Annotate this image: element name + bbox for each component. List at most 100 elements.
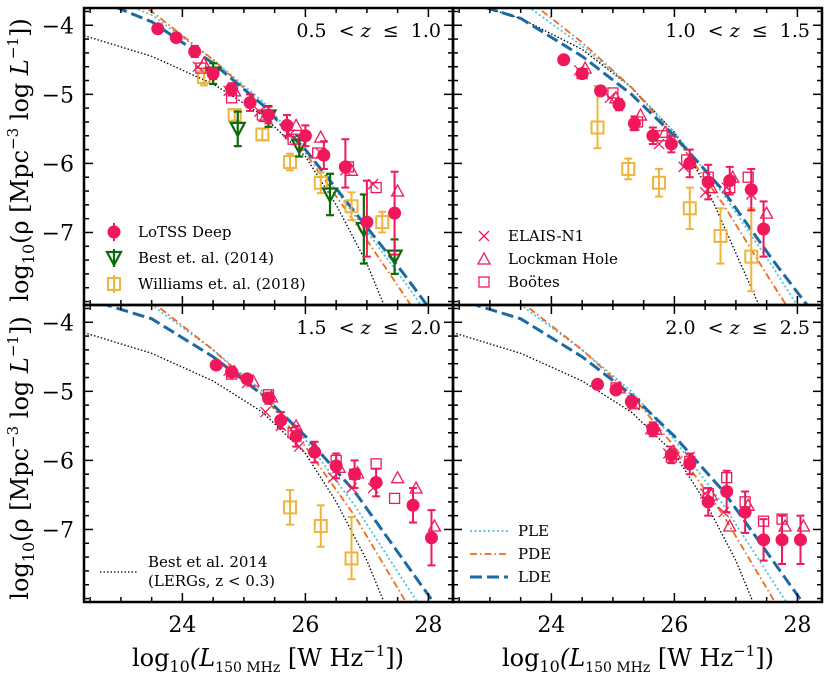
y-axis-label-bottom: log10(ρ [Mpc−3 log L−1]): [4, 316, 38, 599]
lockman-point: [264, 389, 279, 403]
legend-label: Best et al. 2014: [148, 553, 268, 571]
lockman-point: [633, 107, 648, 121]
y-label-mid: log: [6, 75, 34, 128]
lde-curve: [470, 305, 805, 602]
bootes-point: [742, 171, 754, 183]
legend-label: ELAIS-N1: [508, 227, 584, 245]
y-label-end: ]): [6, 316, 34, 335]
lotss-point: [240, 372, 254, 386]
bootes-point: [631, 116, 644, 128]
y-label-exp: −3: [4, 128, 22, 150]
plot-area: [453, 305, 811, 602]
lotss-point: [664, 137, 678, 151]
williams-point: [313, 519, 328, 534]
x-label-end: ]): [755, 644, 774, 672]
elais-point: [260, 406, 271, 418]
lotss-point: [720, 484, 734, 498]
elais-point: [699, 488, 711, 500]
bootes-point: [312, 147, 324, 159]
lockman-point: [344, 162, 359, 176]
bootes-point: [330, 454, 342, 467]
williams-point: [744, 249, 759, 264]
pde-curve: [523, 305, 776, 602]
lotss-point: [280, 118, 294, 132]
lergs-curve: [84, 331, 385, 602]
bootes-point: [724, 181, 736, 194]
legend-marker-williams: [107, 277, 121, 291]
y-label-mid: log: [6, 373, 34, 426]
elais-point: [315, 147, 327, 159]
lockman-point: [332, 459, 347, 473]
pde-curve: [536, 8, 788, 305]
williams-point: [313, 175, 328, 190]
lotss-point: [369, 476, 383, 490]
bootes-point: [757, 515, 770, 527]
legend-label: PDE: [518, 545, 551, 563]
elais-point: [678, 161, 690, 173]
williams-point: [652, 175, 667, 190]
bootes-point: [225, 368, 238, 380]
bootes-point: [656, 130, 668, 142]
elais-point: [745, 189, 757, 200]
legend-marker-lotss: [107, 225, 121, 239]
x-label-mid: [W Hz: [650, 644, 733, 672]
bootes-point: [684, 456, 696, 468]
elais-point: [367, 178, 379, 190]
pde-curve: [142, 8, 412, 305]
y-label-exp2: −1: [4, 37, 22, 59]
bootes-point: [388, 492, 401, 505]
panel-z-2.0-2.5: 24 26 28 2.0 < z ≤ 2.5 PLE PDE LDE: [451, 303, 824, 638]
lockman-point: [667, 446, 682, 460]
bootes-point: [702, 487, 714, 500]
y-tick-label: −5: [42, 83, 74, 108]
y-label-sub: 10: [19, 244, 38, 264]
x-axis-label-left: log10(L150 MHz [W Hz−1]): [132, 642, 404, 676]
x-tick-label: 26: [660, 613, 688, 638]
lockman-point: [796, 518, 811, 532]
x-tick-label: 28: [783, 613, 811, 638]
lockman-point: [741, 497, 756, 511]
bootes-point: [225, 92, 238, 104]
lockman-point: [704, 487, 719, 501]
legend: PLE PDE LDE: [470, 522, 551, 586]
lockman-point: [350, 465, 365, 479]
y-label-rho: (ρ [Mpc: [6, 448, 34, 542]
x-label-sub2: 150 MHz: [215, 660, 280, 676]
elais-point: [293, 441, 305, 453]
y-label-end: ]): [6, 18, 34, 37]
y-label-L: L: [6, 59, 34, 76]
elais-point: [644, 423, 656, 435]
lockman-point: [258, 109, 273, 123]
bootes-point: [262, 389, 275, 401]
bootes-point: [370, 181, 382, 194]
bootes-point: [287, 427, 299, 439]
panel-z-1.0-1.5: 1.0 < z ≤ 1.5 ELAIS-N1 Lockman Hole Boötes: [451, 6, 824, 307]
panel-title: 0.5 < z ≤ 1.0: [296, 20, 441, 42]
bootes-point: [647, 423, 659, 435]
lotss-point: [591, 377, 605, 391]
williams-point: [255, 127, 270, 142]
y-label-exp2: −1: [4, 335, 22, 357]
bootes-point: [287, 133, 299, 145]
lockman-point: [227, 83, 242, 97]
ple-curve: [149, 305, 419, 602]
lockman-point: [704, 180, 719, 194]
lotss-point: [243, 96, 257, 110]
panel-title: 1.5 < z ≤ 2.0: [296, 317, 441, 339]
plot-area: [84, 305, 442, 602]
legend-label: Williams et. al. (2018): [138, 275, 306, 293]
lde-curve: [113, 8, 429, 305]
lotss-point: [388, 206, 402, 220]
lockman-point: [390, 183, 405, 197]
y-label-rho: (ρ [Mpc: [6, 150, 34, 244]
x-label-sub: 10: [540, 657, 560, 676]
lotss-point: [360, 215, 374, 229]
best-point: [321, 187, 339, 204]
williams-point: [227, 108, 242, 123]
elais-point: [275, 420, 287, 432]
lergs-curve: [84, 34, 385, 305]
lockman-point: [608, 90, 623, 104]
bootes-point: [702, 171, 714, 183]
y-tick-label: −5: [42, 380, 74, 405]
